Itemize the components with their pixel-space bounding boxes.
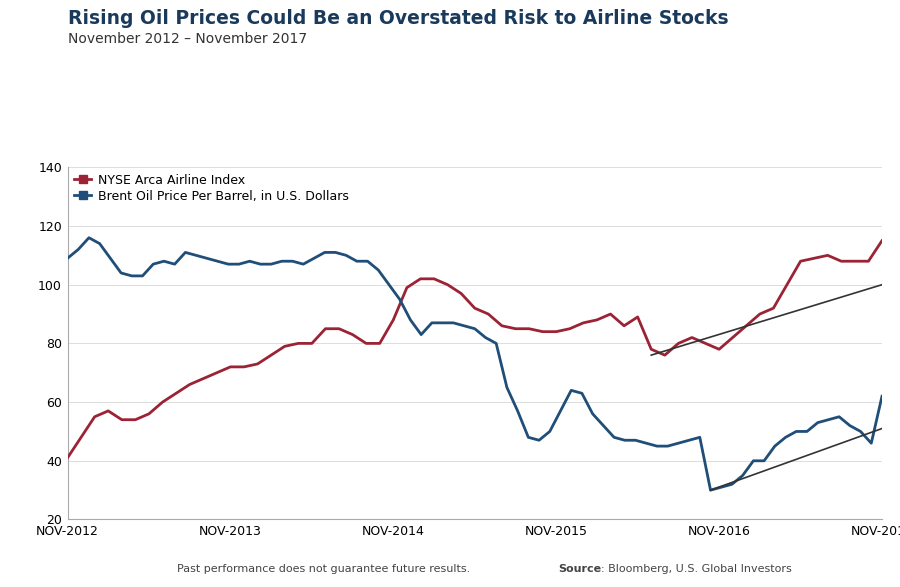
Text: Source: Source [558, 564, 601, 574]
Text: November 2012 – November 2017: November 2012 – November 2017 [68, 32, 307, 46]
Text: : Bloomberg, U.S. Global Investors: : Bloomberg, U.S. Global Investors [601, 564, 792, 574]
Legend: NYSE Arca Airline Index, Brent Oil Price Per Barrel, in U.S. Dollars: NYSE Arca Airline Index, Brent Oil Price… [74, 174, 348, 203]
Text: Rising Oil Prices Could Be an Overstated Risk to Airline Stocks: Rising Oil Prices Could Be an Overstated… [68, 9, 728, 28]
Text: Past performance does not guarantee future results.: Past performance does not guarantee futu… [177, 564, 471, 574]
